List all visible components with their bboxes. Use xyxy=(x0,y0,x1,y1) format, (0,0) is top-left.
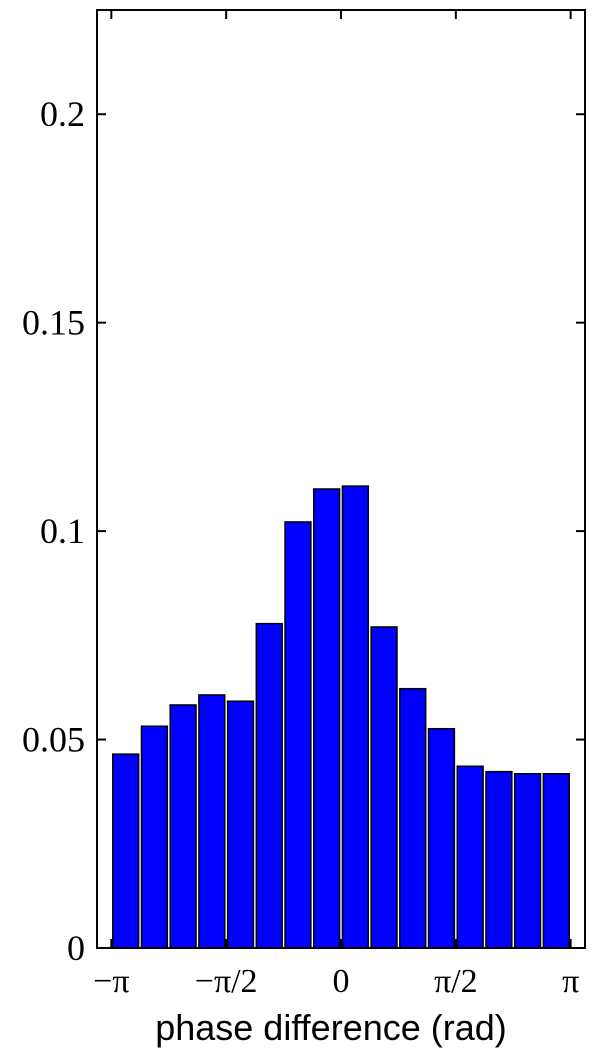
labels-layer: 0 0.05 0.1 0.15 0.2 −π −π/2 0 π/2 π xyxy=(22,94,579,1000)
histogram-bar xyxy=(112,753,140,949)
bars-layer xyxy=(112,485,570,949)
y-tick-label: 0.05 xyxy=(22,720,85,760)
x-axis-label: phase difference (rad) xyxy=(155,1007,507,1048)
ticks-layer xyxy=(97,10,585,949)
x-tick-label: −π xyxy=(93,963,129,1000)
y-tick-label: 0 xyxy=(67,928,85,968)
histogram-bar xyxy=(542,772,570,949)
histogram-bar xyxy=(255,622,283,949)
histogram-bar xyxy=(370,626,398,949)
histogram-bar xyxy=(399,687,427,949)
x-tick-label: 0 xyxy=(333,963,350,1000)
histogram-bar xyxy=(312,488,341,949)
y-tick-label: 0.2 xyxy=(40,94,85,134)
histogram-bar xyxy=(284,521,312,949)
x-tick-label: −π/2 xyxy=(195,963,258,1000)
histogram-bar xyxy=(513,772,542,949)
histogram-bar xyxy=(456,765,484,949)
histogram-bar xyxy=(485,770,513,949)
x-tick-label: π/2 xyxy=(434,963,478,1000)
histogram-bar xyxy=(226,700,255,949)
histogram-bar xyxy=(341,485,370,949)
histogram-bar xyxy=(198,694,226,949)
histogram-bar xyxy=(427,727,456,949)
y-tick-label: 0.1 xyxy=(40,511,85,551)
histogram-bar xyxy=(169,704,197,949)
x-tick-label: π xyxy=(562,963,579,1000)
histogram-bar xyxy=(140,725,169,949)
y-tick-label: 0.15 xyxy=(22,303,85,343)
